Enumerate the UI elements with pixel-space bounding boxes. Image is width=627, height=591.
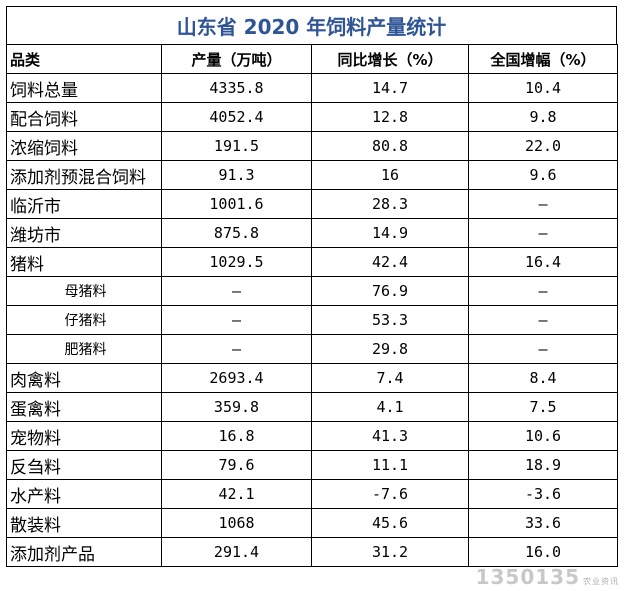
row-output: 91.3 [161,160,312,190]
table-row: 反刍料 79.6 11.1 18.9 [6,450,618,480]
table-row: 临沂市 1001.6 28.3– [6,189,618,219]
row-yoy: 41.3 [311,421,469,451]
row-category: 猪料 [6,247,162,277]
row-yoy: 11.1 [311,450,469,480]
row-national: 33.6 [468,508,618,538]
row-yoy: 12.8 [311,102,469,132]
row-output: 4052.4 [161,102,312,132]
row-category: 蛋禽料 [6,392,162,422]
row-yoy: 14.7 [311,73,469,103]
row-category: 潍坊市 [6,218,162,248]
row-national: – [468,334,618,364]
row-national: 7.5 [468,392,618,422]
row-output: 4335.8 [161,73,312,103]
table-row: 肥猪料 –29.8– [6,334,618,364]
row-category: 水产料 [6,479,162,509]
table-row: 散装料 1068 45.6 33.6 [6,508,618,538]
watermark-logo: 1350135 农业资讯 [476,565,619,589]
row-output: 875.8 [161,218,312,248]
table-row: 水产料 42.1 -7.6 -3.6 [6,479,618,509]
table-row: 添加剂产品 291.4 31.2 16.0 [6,537,618,567]
watermark-text: 1350135 [475,565,580,589]
table-row: 添加剂预混合饲料 91.3 16 9.6 [6,160,618,190]
row-national: 18.9 [468,450,618,480]
header-row: 品类 产量（万吨） 同比增长（%） 全国增幅（%） [6,44,618,74]
table-row: 仔猪料 –53.3– [6,305,618,335]
row-category: 肥猪料 [6,334,162,364]
row-output: – [161,334,312,364]
row-yoy: 76.9 [311,276,469,306]
row-yoy: 7.4 [311,363,469,393]
row-national: 22.0 [468,131,618,161]
row-output: – [161,305,312,335]
watermark-small: 农业资讯 [583,577,619,586]
row-national: – [468,218,618,248]
row-national: – [468,305,618,335]
row-yoy: 31.2 [311,537,469,567]
row-national: 10.4 [468,73,618,103]
row-national: 8.4 [468,363,618,393]
row-national: 9.8 [468,102,618,132]
row-yoy: -7.6 [311,479,469,509]
row-output: 359.8 [161,392,312,422]
row-output: 291.4 [161,537,312,567]
row-yoy: 45.6 [311,508,469,538]
table-row: 浓缩饲料 191.5 80.8 22.0 [6,131,618,161]
feed-output-table: 品类 产量（万吨） 同比增长（%） 全国增幅（%） 饲料总量 4335.8 14.7… [6,44,618,567]
table-row: 肉禽料 2693.4 7.4 8.4 [6,363,618,393]
row-output: 42.1 [161,479,312,509]
row-yoy: 53.3 [311,305,469,335]
row-output: 79.6 [161,450,312,480]
row-yoy: 28.3 [311,189,469,219]
row-national: – [468,189,618,219]
table-row: 母猪料 –76.9– [6,276,618,306]
table-frame: 山东省 2020 年饲料产量统计 品类 产量（万吨） 同比增长（%） 全国增幅（… [6,6,618,585]
table-row: 蛋禽料 359.8 4.1 7.5 [6,392,618,422]
header-yoy: 同比增长（%） [311,44,469,74]
table-row: 饲料总量 4335.8 14.7 10.4 [6,73,618,103]
row-yoy: 80.8 [311,131,469,161]
row-category: 宠物料 [6,421,162,451]
header-national: 全国增幅（%） [468,44,618,74]
row-category: 浓缩饲料 [6,131,162,161]
row-national: 16.4 [468,247,618,277]
row-yoy: 42.4 [311,247,469,277]
row-output: 2693.4 [161,363,312,393]
row-output: 1068 [161,508,312,538]
table-row: 潍坊市 875.8 14.9– [6,218,618,248]
row-yoy: 14.9 [311,218,469,248]
header-category: 品类 [6,44,162,74]
row-category: 添加剂产品 [6,537,162,567]
table-title: 山东省 2020 年饲料产量统计 [6,6,617,44]
row-output: 191.5 [161,131,312,161]
row-output: 1001.6 [161,189,312,219]
row-category: 肉禽料 [6,363,162,393]
row-yoy: 4.1 [311,392,469,422]
row-category: 饲料总量 [6,73,162,103]
row-national: 9.6 [468,160,618,190]
row-output: 1029.5 [161,247,312,277]
row-national: – [468,276,618,306]
table-row: 宠物料 16.8 41.3 10.6 [6,421,618,451]
row-category: 添加剂预混合饲料 [6,160,162,190]
row-output: – [161,276,312,306]
row-category: 仔猪料 [6,305,162,335]
row-national: 16.0 [468,537,618,567]
row-category: 临沂市 [6,189,162,219]
row-yoy: 16 [311,160,469,190]
row-category: 反刍料 [6,450,162,480]
row-category: 母猪料 [6,276,162,306]
table-row: 配合饲料 4052.4 12.8 9.8 [6,102,618,132]
row-national: 10.6 [468,421,618,451]
header-output: 产量（万吨） [161,44,312,74]
row-category: 配合饲料 [6,102,162,132]
row-category: 散装料 [6,508,162,538]
table-row: 猪料 1029.5 42.4 16.4 [6,247,618,277]
row-national: -3.6 [468,479,618,509]
row-yoy: 29.8 [311,334,469,364]
row-output: 16.8 [161,421,312,451]
